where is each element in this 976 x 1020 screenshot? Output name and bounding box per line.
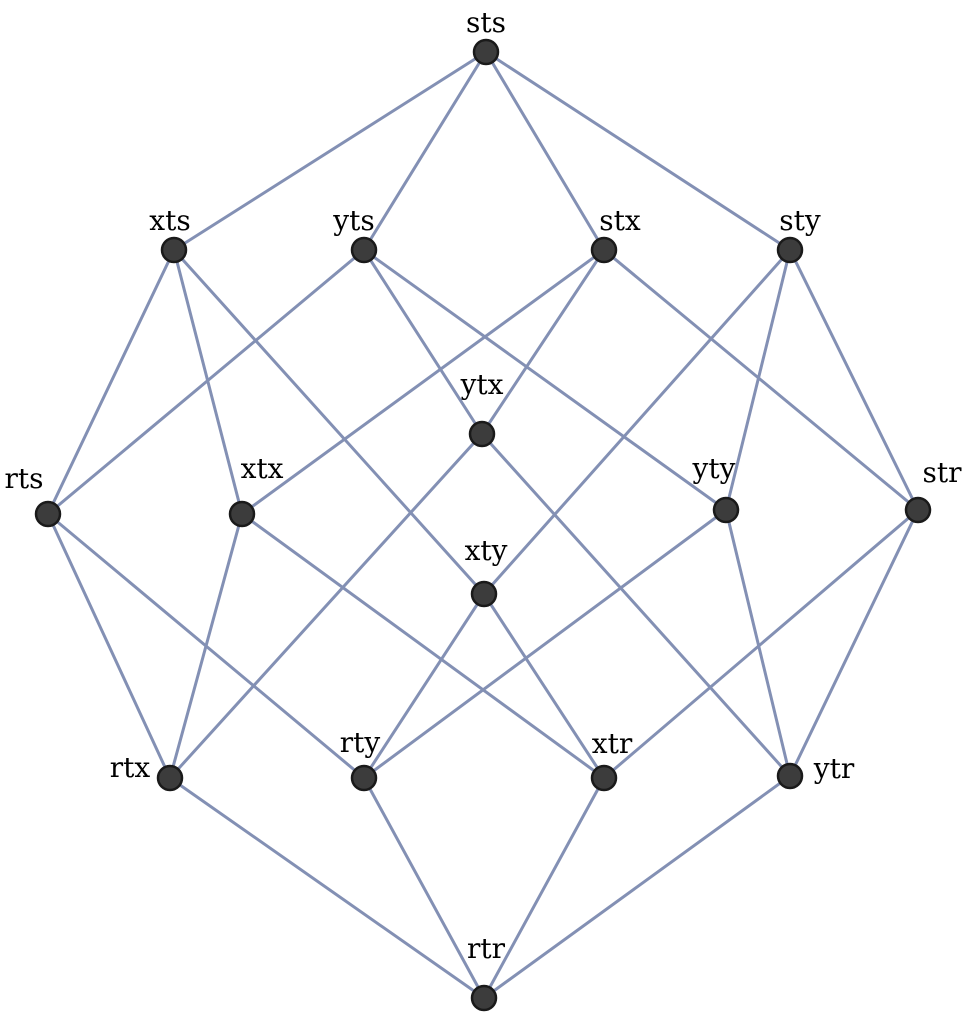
node-str — [904, 496, 932, 524]
edge-stx-ytx — [480, 248, 606, 436]
edge-sty-str — [788, 248, 920, 512]
node-xts — [160, 236, 188, 264]
nodes-layer — [34, 38, 932, 1012]
edge-sty-xty — [482, 248, 792, 596]
node-label-rty: rty — [340, 726, 381, 759]
edge-stx-str — [602, 248, 920, 512]
edge-xts-xty — [172, 248, 486, 596]
node-label-xtx: xtx — [241, 452, 284, 485]
edge-yts-rts — [46, 248, 366, 516]
node-ytr — [776, 762, 804, 790]
node-label-rtx: rtx — [110, 751, 151, 784]
edge-str-xtr — [602, 508, 920, 780]
node-rty — [350, 764, 378, 792]
edge-yts-ytx — [362, 248, 484, 436]
node-ytx — [468, 420, 496, 448]
node-stx — [590, 236, 618, 264]
edge-sty-yty — [724, 248, 792, 512]
edge-ytx-ytr — [480, 432, 792, 778]
node-sts — [472, 38, 500, 66]
edge-sts-yts — [362, 50, 488, 252]
node-label-sts: sts — [466, 6, 506, 39]
edge-xts-rts — [46, 248, 176, 516]
edge-sts-sty — [484, 50, 792, 252]
node-label-ytx: ytx — [460, 368, 504, 401]
edge-yts-yty — [362, 248, 728, 512]
edge-str-ytr — [788, 508, 920, 778]
edge-xtr-rtr — [482, 776, 606, 1000]
edge-xtx-rtx — [168, 512, 244, 780]
node-yts — [350, 236, 378, 264]
edge-xtx-xtr — [240, 512, 606, 780]
edge-ytx-rtx — [168, 432, 484, 780]
edge-ytr-rtr — [482, 774, 792, 1000]
node-label-xts: xts — [149, 204, 190, 237]
node-xty — [470, 580, 498, 608]
node-sty — [776, 236, 804, 264]
edge-yty-ytr — [724, 508, 792, 778]
node-label-xty: xty — [465, 534, 508, 567]
node-label-stx: stx — [599, 204, 641, 237]
node-label-ytr: ytr — [813, 752, 855, 785]
edge-sts-xts — [172, 50, 488, 252]
node-label-xtr: xtr — [592, 727, 633, 760]
labels-layer: sts xts yts stx sty ytx rts xtx yty str xty rtx rty x… — [4, 6, 962, 965]
node-xtx — [228, 500, 256, 528]
node-label-rtr: rtr — [467, 932, 506, 965]
node-label-yts: yts — [332, 204, 374, 237]
node-rtx — [156, 764, 184, 792]
edge-sts-stx — [484, 50, 606, 252]
node-label-rts: rts — [4, 462, 43, 495]
node-yty — [712, 496, 740, 524]
edge-stx-xtx — [240, 248, 606, 516]
node-rts — [34, 500, 62, 528]
edge-rty-rtr — [362, 776, 486, 1000]
node-xtr — [590, 764, 618, 792]
edge-rts-rtx — [46, 512, 172, 780]
edges-layer — [46, 50, 920, 1000]
edge-xty-rty — [362, 592, 486, 780]
node-label-yty: yty — [692, 452, 736, 485]
edge-rtx-rtr — [168, 776, 486, 1000]
node-label-str: str — [922, 456, 962, 489]
node-rtr — [470, 984, 498, 1012]
edge-xty-xtr — [482, 592, 606, 780]
node-label-sty: sty — [779, 204, 821, 237]
edge-yty-rty — [362, 508, 728, 780]
